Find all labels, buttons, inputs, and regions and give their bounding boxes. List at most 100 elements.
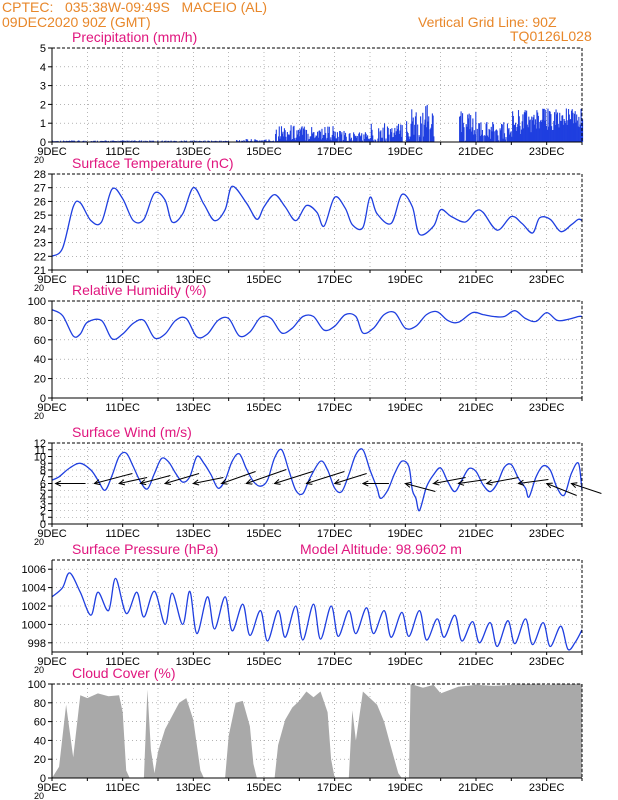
y-tick-label: 40 xyxy=(34,354,46,366)
precip-bar xyxy=(375,139,377,142)
precip-bar xyxy=(318,130,320,142)
precip-bar xyxy=(353,132,355,142)
panel-title: Relative Humidity (%) xyxy=(72,282,207,298)
precip-bar xyxy=(251,140,253,142)
wind-arrow-head xyxy=(118,479,126,486)
precip-bar xyxy=(531,116,533,142)
precip-bar xyxy=(344,135,346,142)
y-tick-label: 0 xyxy=(40,393,46,405)
x-tick-label: 21DEC xyxy=(458,782,494,794)
precip-bar xyxy=(484,135,486,142)
precip-bar xyxy=(275,133,277,142)
precip-bar xyxy=(523,112,525,142)
precip-bar xyxy=(311,127,313,142)
precip-bar xyxy=(568,114,570,142)
wind-arrow-head xyxy=(485,479,493,486)
precip-bar xyxy=(372,140,375,142)
x-year-label: 20 xyxy=(34,283,44,293)
precip-bar xyxy=(364,138,366,142)
precip-bar xyxy=(414,116,417,142)
precip-bar xyxy=(256,140,258,142)
wind-arrow-head xyxy=(361,480,369,487)
precip-bar xyxy=(554,125,556,142)
precip-bar xyxy=(535,128,537,142)
precip-bar xyxy=(341,132,343,142)
precip-bar xyxy=(374,139,376,142)
y-tick-label: 10 xyxy=(34,452,46,464)
precip-bar xyxy=(311,133,313,142)
precip-bar xyxy=(384,140,386,142)
precip-bar xyxy=(131,140,133,142)
precip-bar xyxy=(516,127,518,142)
precip-bar xyxy=(317,137,319,142)
precip-bar xyxy=(356,137,358,142)
precip-bar xyxy=(361,140,364,142)
precip-bar xyxy=(191,140,193,142)
precip-bar xyxy=(539,121,541,142)
precip-bar xyxy=(467,114,469,142)
precip-bar xyxy=(487,137,489,142)
precip-bar xyxy=(562,115,564,142)
x-tick-label: 17DEC xyxy=(317,402,353,414)
precip-bar xyxy=(330,137,332,142)
precip-bar xyxy=(547,108,549,142)
precip-bar xyxy=(332,126,334,142)
precip-bar xyxy=(337,136,339,142)
precip-bar xyxy=(339,131,341,142)
precip-bar xyxy=(538,128,540,142)
panel-title: Cloud Cover (%) xyxy=(72,665,175,681)
precip-bar xyxy=(365,133,367,142)
precip-bar xyxy=(264,140,266,142)
precip-bar xyxy=(413,134,415,142)
precip-bar xyxy=(327,126,329,142)
precip-bar xyxy=(336,138,338,142)
x-tick-label: 9DEC xyxy=(37,402,66,414)
precip-bar xyxy=(127,140,129,142)
precip-bar xyxy=(347,140,349,142)
precip-bar xyxy=(119,140,121,142)
precip-bar xyxy=(462,122,464,142)
precip-bar xyxy=(420,116,422,142)
precip-bar xyxy=(316,135,318,142)
precip-bar xyxy=(579,127,581,142)
precip-bar xyxy=(302,134,304,142)
precip-bar xyxy=(360,135,362,142)
wind-arrow xyxy=(458,479,487,484)
precip-bar xyxy=(558,127,560,142)
precip-bar xyxy=(358,132,361,142)
precip-bar xyxy=(422,112,424,142)
precip-bar xyxy=(526,110,528,142)
precip-bar xyxy=(214,140,216,142)
precip-bar xyxy=(568,109,570,142)
precip-bar xyxy=(350,137,352,142)
precip-bar xyxy=(105,140,107,142)
precip-bar xyxy=(576,114,578,142)
y-tick-label: 11 xyxy=(35,445,46,457)
y-tick-label: 100 xyxy=(28,679,46,691)
precip-bar xyxy=(550,114,552,142)
precip-bar xyxy=(517,124,519,142)
precip-bar xyxy=(474,134,476,142)
x-tick-label: 21DEC xyxy=(458,146,494,158)
wind-arrow xyxy=(405,483,436,492)
precip-bar xyxy=(504,139,506,142)
x-tick-label: 23DEC xyxy=(529,782,565,794)
precip-bar xyxy=(425,127,428,142)
precip-bar xyxy=(406,121,408,142)
precip-bar xyxy=(353,134,355,142)
precip-bar xyxy=(371,129,373,142)
precip-bar xyxy=(317,131,319,142)
y-tick-label: 23 xyxy=(34,238,46,250)
precip-bar xyxy=(414,124,416,142)
precip-bar xyxy=(69,140,71,142)
precip-bar xyxy=(420,123,422,142)
wind-arrow xyxy=(274,471,313,484)
precip-bar xyxy=(369,139,371,142)
y-tick-label: 40 xyxy=(34,735,46,747)
precip-bar xyxy=(429,129,431,142)
y-tick-label: 1 xyxy=(40,118,46,130)
precip-bar xyxy=(537,112,539,142)
precip-bar xyxy=(573,123,575,142)
precip-bar xyxy=(73,140,75,142)
wind-arrow xyxy=(518,479,549,484)
